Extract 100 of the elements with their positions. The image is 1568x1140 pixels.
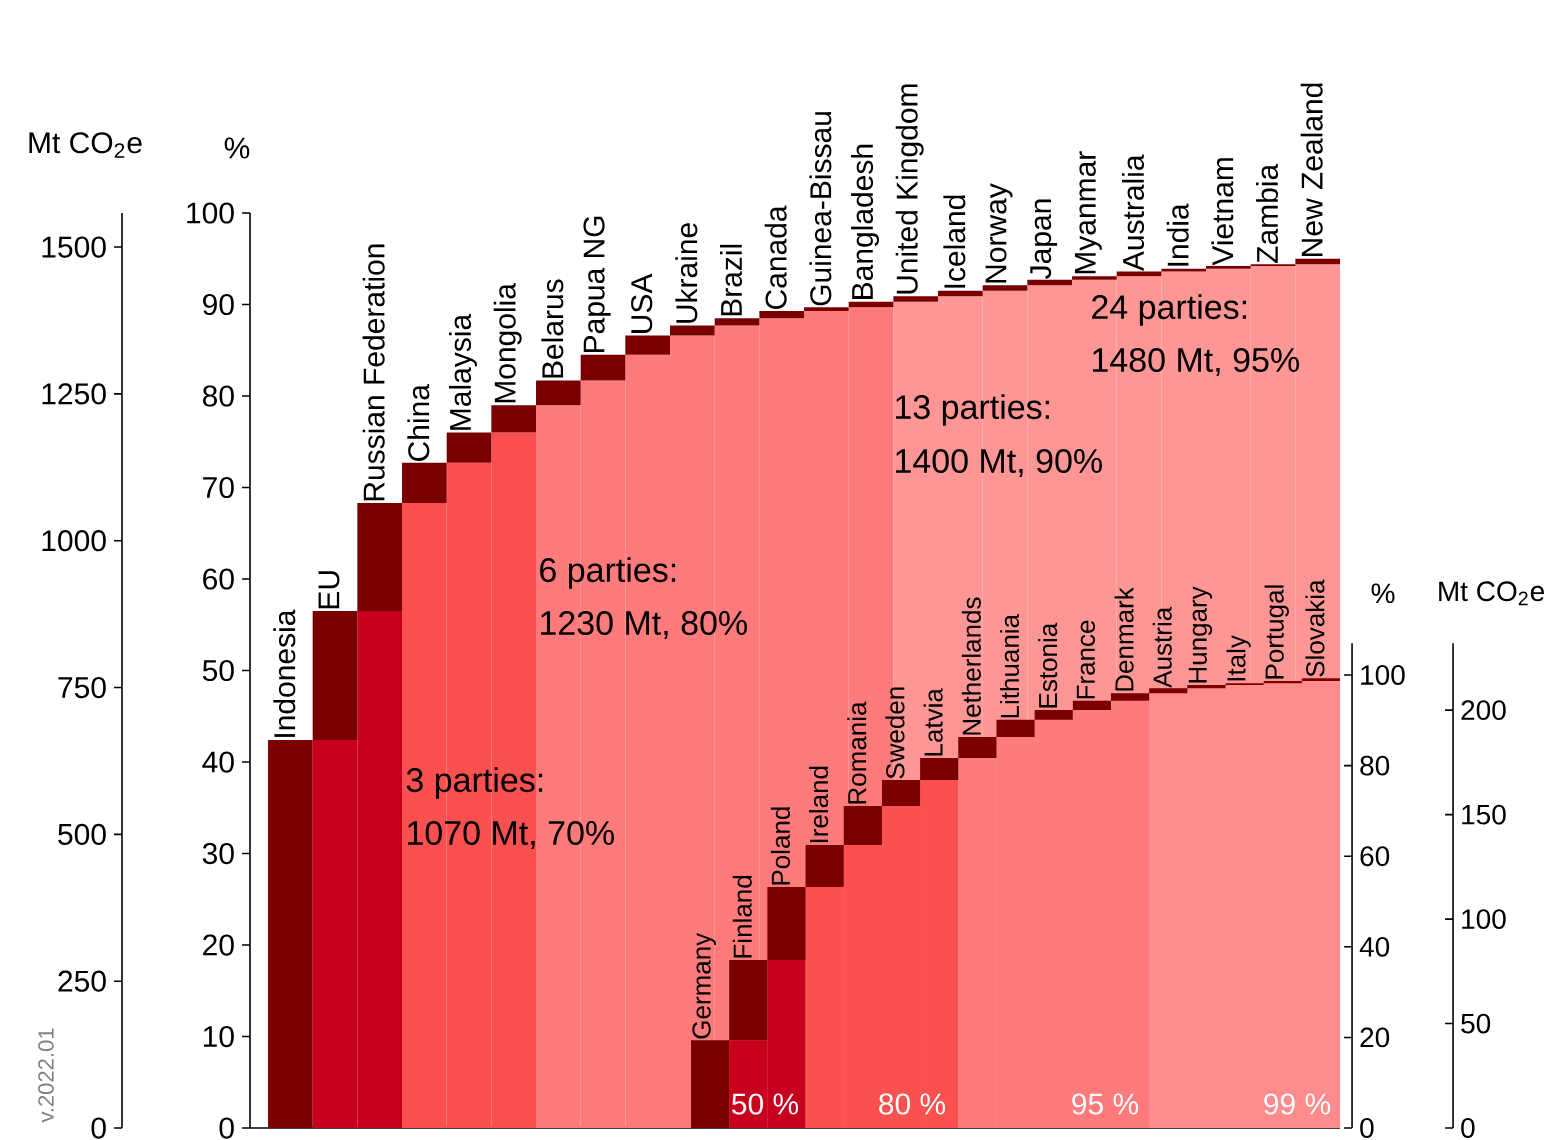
x-tick-label: Vietnam <box>1211 158 1234 266</box>
x-tick-label: Latvia <box>923 688 943 756</box>
x-tick-label: Guinea-Bissau <box>809 112 832 306</box>
y2-tick-label: 1500 <box>42 236 106 258</box>
bar <box>402 462 447 504</box>
x-tick-label: Portugal <box>1264 585 1289 679</box>
y2-tick-label: 100 <box>1462 909 1506 930</box>
x-tick-label: Italy <box>1226 635 1251 681</box>
y2-axis-title: Mt CO$_{2}$e <box>29 132 142 158</box>
x-tick-label: New Zealand <box>1300 83 1323 256</box>
y-tick-label: 100 <box>187 202 234 224</box>
y2-tick-label: 0 <box>1461 1118 1475 1138</box>
x-tick-label: Russian Federation <box>362 244 385 501</box>
x-tick-label: Papua NG <box>583 216 611 352</box>
y-tick-label: 0 <box>1360 1118 1374 1138</box>
y2-tick-label: 0 <box>91 1117 106 1139</box>
y-tick-label: 100 <box>1361 665 1405 685</box>
x-tick-label: Brazil <box>720 244 743 316</box>
x-tick-label: Norway <box>985 183 1013 283</box>
bar <box>1034 709 1073 720</box>
bar <box>805 844 844 888</box>
bar <box>982 285 1028 291</box>
bar <box>536 380 581 406</box>
x-tick-label: Malaysia <box>449 313 477 430</box>
y2-axis-title: Mt CO$_{2}$e <box>1439 581 1544 606</box>
annotation: 13 parties: <box>896 394 1050 426</box>
y-tick-label: 80 <box>1360 755 1390 776</box>
y-tick-label: 60 <box>203 568 234 590</box>
bar <box>714 318 760 326</box>
annotation: 1070 Mt, 70% <box>408 820 614 850</box>
y-tick-label: 50 <box>202 659 234 682</box>
bar <box>767 887 806 960</box>
x-tick-label: Japan <box>1030 199 1058 279</box>
bar <box>848 301 894 308</box>
bar <box>1027 279 1073 286</box>
annotation: 95 % <box>1072 1093 1139 1115</box>
annotation: 50 % <box>732 1093 799 1115</box>
x-tick-label: United Kingdom <box>895 84 924 294</box>
x-tick-label: Lithuania <box>999 613 1020 718</box>
x-tick-label: India <box>1166 203 1189 266</box>
y2-tick-label: 1000 <box>42 530 106 552</box>
y-tick-label: 20 <box>203 934 234 956</box>
bar <box>958 737 997 758</box>
x-tick-label: Germany <box>692 932 716 1039</box>
bar <box>759 310 805 319</box>
x-tick-label: Bangladesh <box>851 144 879 299</box>
x-tick-label: Iceland <box>943 195 966 288</box>
x-tick-label: Estonia <box>1038 622 1058 708</box>
x-tick-label: EU <box>318 571 340 609</box>
bar <box>1187 684 1226 689</box>
bar <box>1161 268 1207 272</box>
bar <box>670 325 715 336</box>
y2-tick-label: 500 <box>58 823 106 845</box>
x-tick-label: Finland <box>732 875 752 958</box>
x-tick-label: Myanmar <box>1074 151 1102 274</box>
x-tick-label: Sweden <box>885 687 905 779</box>
y-tick-label: 10 <box>203 1025 234 1048</box>
y-axis-title: % <box>224 137 250 159</box>
bar <box>625 335 671 355</box>
bar <box>1295 258 1341 265</box>
bar <box>804 307 849 311</box>
bar <box>446 432 492 463</box>
y-tick-label: 30 <box>202 842 234 865</box>
bar <box>996 719 1035 738</box>
x-tick-label: Australia <box>1122 154 1145 272</box>
x-tick-label: Indonesia <box>273 609 296 737</box>
x-tick-label: Poland <box>770 807 791 885</box>
x-tick-label: Mongolia <box>493 283 522 403</box>
bar <box>691 1040 730 1129</box>
annotation: 1400 Mt, 90% <box>896 448 1102 478</box>
y2-tick-label: 750 <box>58 676 106 699</box>
x-tick-label: Denmark <box>1114 587 1134 691</box>
bar <box>881 780 921 806</box>
x-tick-label: France <box>1076 620 1095 699</box>
x-tick-label: Slovakia <box>1305 579 1325 677</box>
text: v.2022.01 <box>38 1028 54 1123</box>
bar <box>938 290 983 297</box>
bar <box>893 296 939 302</box>
annotation: 24 parties: <box>1092 294 1247 326</box>
bar <box>1149 688 1188 694</box>
bar <box>312 611 358 741</box>
x-tick-label: Austria <box>1152 606 1172 688</box>
bar <box>1301 678 1341 681</box>
bar <box>843 805 882 845</box>
y-tick-label: 80 <box>202 385 234 407</box>
annotation: 80 % <box>879 1093 946 1115</box>
bar <box>1206 266 1251 269</box>
x-tick-label: USA <box>631 273 653 333</box>
bar <box>268 740 313 1129</box>
bar <box>580 354 626 381</box>
x-tick-label: Canada <box>764 205 787 309</box>
x-tick-label: Belarus <box>541 279 564 378</box>
x-tick-label: Ukraine <box>675 223 698 323</box>
y-tick-label: 40 <box>1359 936 1390 957</box>
bar <box>357 503 403 612</box>
annotation: 1480 Mt, 95% <box>1093 347 1299 377</box>
y2-tick-label: 200 <box>1461 700 1506 721</box>
annotation: 99 % <box>1264 1093 1331 1115</box>
bar <box>1072 700 1111 710</box>
y2-tick-label: 50 <box>1461 1013 1491 1034</box>
